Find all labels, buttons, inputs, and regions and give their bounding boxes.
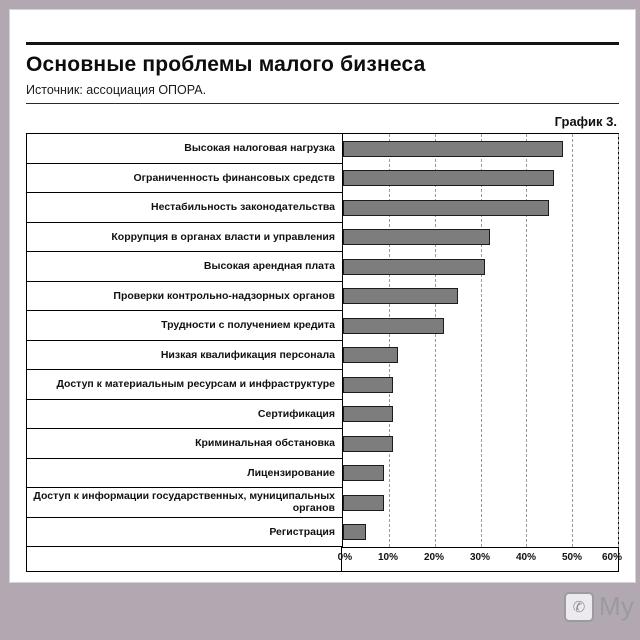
bar-area	[342, 193, 618, 223]
chart-row: Ограниченность финансовых средств	[27, 163, 618, 193]
chart-rows: Высокая налоговая нагрузка Ограниченность…	[27, 134, 619, 547]
category-label: Доступ к информации государственных, мун…	[27, 488, 342, 518]
bar	[343, 170, 554, 187]
chart-row: Низкая квалификация персонала	[27, 340, 618, 370]
axis-ticks: 0% 10% 20% 30% 40% 50% 60%	[338, 547, 622, 571]
x-tick-label: 20%	[423, 552, 445, 563]
bar	[343, 258, 486, 275]
bar-area	[342, 281, 618, 311]
bar-area	[342, 134, 618, 164]
bar	[343, 524, 366, 541]
bar-area	[342, 399, 618, 429]
category-label: Лицензирование	[27, 459, 342, 488]
chart-row: Коррупция в органах власти и управления	[27, 222, 618, 252]
bar	[343, 435, 394, 452]
category-label: Проверки контрольно-надзорных органов	[27, 282, 342, 311]
x-tick-label: 30%	[469, 552, 491, 563]
category-label: Доступ к материальным ресурсам и инфраст…	[27, 370, 342, 400]
chart-row: Высокая арендная плата	[27, 252, 618, 282]
bar-area	[342, 252, 618, 282]
bar	[343, 406, 394, 423]
category-label: Криминальная обстановка	[27, 429, 342, 459]
x-tick-label: 50%	[561, 552, 583, 563]
category-label: Трудности с получением кредита	[27, 311, 342, 341]
chart-row: Сертификация	[27, 399, 618, 429]
chart-row: Регистрация	[27, 517, 618, 547]
bar	[343, 199, 550, 216]
chart-row: Лицензирование	[27, 458, 618, 488]
bar	[343, 347, 398, 364]
x-tick-label: 40%	[515, 552, 537, 563]
chart-row: Доступ к материальным ресурсам и инфраст…	[27, 370, 618, 400]
chart-row: Доступ к информации государственных, мун…	[27, 488, 618, 518]
watermark-text: Му	[599, 591, 634, 621]
bar-area	[342, 370, 618, 400]
bar-area	[342, 340, 618, 370]
x-tick-label: 60%	[601, 552, 623, 563]
gridline	[618, 134, 619, 547]
chart-row: Нестабильность законодательства	[27, 193, 618, 223]
bar	[343, 140, 563, 157]
bar-area	[342, 222, 618, 252]
bar-area	[342, 488, 618, 518]
category-label: Высокая арендная плата	[27, 252, 342, 282]
bar	[343, 229, 490, 246]
bar-chart: Высокая налоговая нагрузка Ограниченность…	[26, 133, 622, 572]
source-divider	[26, 103, 619, 104]
source-label: Источник: ассоциация ОПОРА.	[26, 83, 207, 97]
chart-row: Трудности с получением кредита	[27, 311, 618, 341]
bar-area	[342, 429, 618, 459]
category-label: Нестабильность законодательства	[27, 193, 342, 223]
bar-area	[342, 458, 618, 488]
phone-book-icon: ✆	[564, 591, 595, 622]
category-label: Сертификация	[27, 400, 342, 429]
chart-row: Криминальная обстановка	[27, 429, 618, 459]
bar	[343, 465, 385, 482]
bar	[343, 494, 385, 511]
chart-row: Высокая налоговая нагрузка	[27, 134, 618, 164]
bar	[343, 288, 458, 305]
chart-row: Проверки контрольно-надзорных органов	[27, 281, 618, 311]
x-axis: 0% 10% 20% 30% 40% 50% 60%	[27, 547, 622, 571]
title-top-rule	[26, 42, 619, 45]
category-label: Низкая квалификация персонала	[27, 341, 342, 370]
watermark: ✆ Му	[564, 591, 634, 622]
bar-area	[342, 517, 618, 547]
x-tick-label: 0%	[337, 552, 353, 563]
category-label: Ограниченность финансовых средств	[27, 164, 342, 193]
slide: Основные проблемы малого бизнеса Источни…	[10, 10, 635, 582]
category-label: Регистрация	[27, 518, 342, 547]
category-label: Коррупция в органах власти и управления	[27, 223, 342, 252]
page-title: Основные проблемы малого бизнеса	[26, 53, 426, 76]
bar-area	[342, 163, 618, 193]
bar	[343, 376, 394, 393]
axis-spacer	[27, 547, 342, 571]
bar-area	[342, 311, 618, 341]
bar	[343, 317, 444, 334]
figure-label: График 3.	[554, 114, 617, 129]
x-tick-label: 10%	[377, 552, 399, 563]
category-label: Высокая налоговая нагрузка	[27, 134, 342, 164]
